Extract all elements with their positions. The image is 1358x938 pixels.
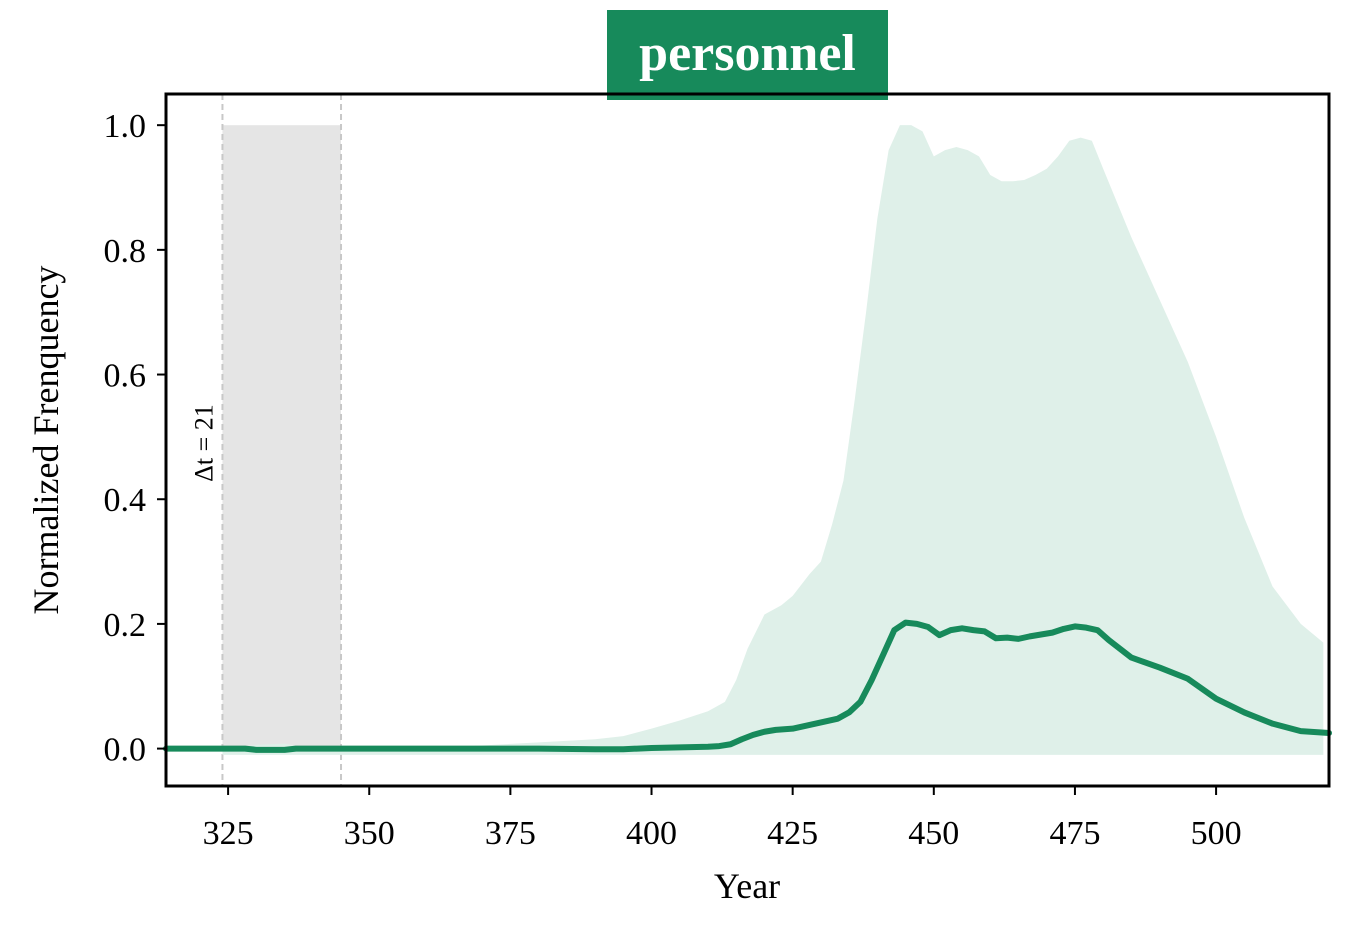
range-band <box>222 125 1324 755</box>
x-axis-ticks: 325 350 375 400 425 450 475 500 <box>203 786 1242 852</box>
x-tick-label: 350 <box>344 815 395 852</box>
x-tick-label: 400 <box>626 815 677 852</box>
x-tick-label: 450 <box>908 815 959 852</box>
y-tick-label: 0.0 <box>104 732 147 769</box>
band-layer <box>222 125 1324 755</box>
x-tick-label: 375 <box>485 815 536 852</box>
x-tick-label: 500 <box>1191 815 1242 852</box>
y-axis-label: Normalized Frenquency <box>26 266 66 615</box>
y-tick-label: 1.0 <box>104 108 147 145</box>
highlight-span <box>222 125 342 749</box>
y-tick-label: 0.8 <box>104 233 147 270</box>
series-line-layer <box>163 619 1332 753</box>
series-line-0 <box>163 619 1332 753</box>
y-tick-label: 0.6 <box>104 358 147 395</box>
x-tick-label: 475 <box>1049 815 1100 852</box>
y-tick-label: 0.2 <box>104 607 147 644</box>
delta-t-annotation: Δt = 21 <box>189 404 218 482</box>
x-tick-label: 425 <box>767 815 818 852</box>
x-axis-label: Year <box>714 866 780 906</box>
y-tick-label: 0.4 <box>104 482 147 519</box>
x-tick-label: 325 <box>203 815 254 852</box>
highlight-span-layer <box>221 94 343 786</box>
plot-frame <box>164 92 1331 788</box>
chart-title: personnel <box>607 10 888 100</box>
y-axis-ticks: 0.0 0.2 0.4 0.6 0.8 1.0 <box>104 108 166 769</box>
